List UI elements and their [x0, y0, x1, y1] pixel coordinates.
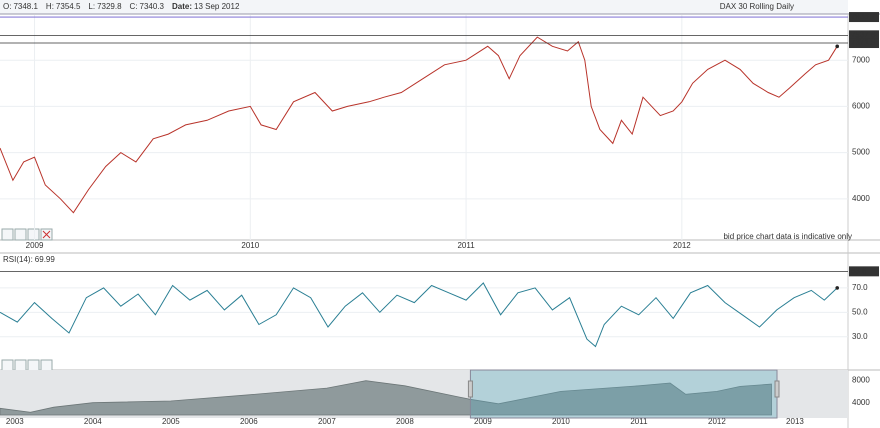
- tool-button[interactable]: [40, 359, 53, 372]
- series-value: 69.99: [35, 255, 56, 264]
- navigator-handle[interactable]: [774, 380, 780, 398]
- x-tick-label: 2012: [673, 241, 691, 250]
- tool-button[interactable]: [14, 228, 27, 241]
- tool-button[interactable]: [1, 359, 14, 372]
- header: O: 7348.1 H: 7354.5 L: 7329.8 C: 7340.3 Date: 13 …: [3, 2, 240, 11]
- field-value: 7340.3: [140, 2, 165, 11]
- series-label: RSI(14):: [3, 255, 33, 264]
- x-tick-label: 2004: [84, 417, 102, 426]
- level-tag: [849, 38, 879, 49]
- x-tick-label: 2005: [162, 417, 180, 426]
- navigator-window: [469, 369, 778, 419]
- field-label: L:: [88, 2, 95, 11]
- navigator-handle[interactable]: [467, 380, 473, 398]
- level-label: 7371.5: [851, 38, 876, 47]
- field-value: 7354.5: [56, 2, 81, 11]
- field-value: 7329.8: [97, 2, 122, 11]
- line: [0, 36, 838, 214]
- note: bid price chart data is indicative only: [723, 232, 852, 241]
- level-label: 7933.7: [851, 12, 876, 21]
- last-point: [835, 44, 840, 49]
- level-label: 7537.8: [851, 30, 876, 39]
- y-tick-label: 7000: [852, 55, 870, 64]
- y-tick-label: 30.0: [852, 332, 868, 341]
- field-value: 13 Sep 2012: [194, 2, 240, 11]
- y-tick-label: 6000: [852, 102, 870, 111]
- y-tick-label: 8000: [852, 375, 870, 384]
- y-tick-label: 70.0: [852, 283, 868, 292]
- field-label: H:: [46, 2, 54, 11]
- field-value: 7348.1: [13, 2, 38, 11]
- x-tick-label: 2008: [396, 417, 414, 426]
- field-label: O:: [3, 2, 11, 11]
- level-tag: [849, 30, 879, 41]
- y-tick-label: 5000: [852, 148, 870, 157]
- line: [0, 282, 838, 348]
- tools[interactable]: [1, 228, 53, 372]
- x-tick-label: 2011: [457, 241, 475, 250]
- tool-button[interactable]: [14, 359, 27, 372]
- x-tick-label: 2009: [474, 417, 492, 426]
- x-tick-label: 2012: [708, 417, 726, 426]
- x-tick-label: 2007: [318, 417, 336, 426]
- icon: [42, 230, 51, 239]
- x-tick-label: 2003: [6, 417, 24, 426]
- tool-button[interactable]: [27, 359, 40, 372]
- x-tick-label: 2009: [26, 241, 44, 250]
- info-bar: [0, 0, 848, 14]
- instrument: DAX 30 Rolling Daily: [720, 2, 794, 11]
- y-tick-label: 4000: [852, 398, 870, 407]
- field-label: C:: [130, 2, 138, 11]
- field-label: Date:: [172, 2, 192, 11]
- area: [0, 380, 772, 416]
- level-tag: [849, 12, 879, 23]
- x-tick-label: 2011: [630, 417, 648, 426]
- level-tag: [849, 266, 879, 277]
- y-tick-label: 50.0: [852, 307, 868, 316]
- tool-button[interactable]: [1, 228, 14, 241]
- level-label: 83.6: [851, 266, 867, 275]
- tool-button[interactable]: [27, 228, 40, 241]
- y-tick-label: 4000: [852, 194, 870, 203]
- x-tick-label: 2006: [240, 417, 258, 426]
- x-tick-label: 2010: [552, 417, 570, 426]
- x-tick-label: 2013: [786, 417, 804, 426]
- x-tick-label: 2010: [241, 241, 259, 250]
- last-point: [835, 286, 840, 290]
